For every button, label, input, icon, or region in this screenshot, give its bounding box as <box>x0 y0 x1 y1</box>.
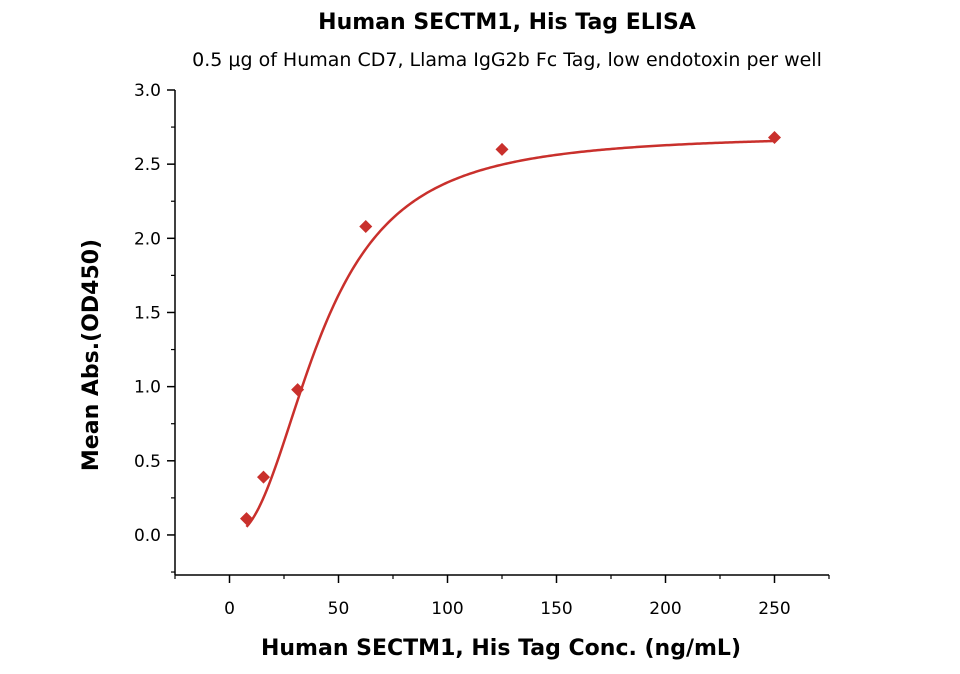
y-tick-label: 2.0 <box>134 229 161 249</box>
x-tick-label: 200 <box>649 599 681 619</box>
data-point <box>768 130 781 144</box>
data-points-layer <box>240 130 781 526</box>
y-tick-label: 3.0 <box>134 81 161 101</box>
y-tick-label: 1.0 <box>134 378 161 398</box>
data-point <box>257 470 271 484</box>
y-axis-label: Mean Abs.(OD450) <box>79 239 104 471</box>
data-point <box>240 512 254 526</box>
x-tick-label: 0 <box>224 599 235 619</box>
chart-subtitle: 0.5 μg of Human CD7, Llama IgG2b Fc Tag,… <box>192 49 822 71</box>
y-tick-label: 2.5 <box>134 155 161 175</box>
chart-title: Human SECTM1, His Tag ELISA <box>318 10 696 35</box>
data-point <box>291 383 305 397</box>
data-point <box>495 142 509 156</box>
axes <box>174 90 829 576</box>
x-tick-label: 150 <box>540 599 572 619</box>
x-tick-label: 100 <box>431 599 463 619</box>
x-tick-label: 50 <box>328 599 350 619</box>
y-tick-label: 0.0 <box>134 526 161 546</box>
fit-curve <box>245 139 775 528</box>
fit-curve-layer <box>245 139 775 528</box>
data-point <box>359 219 373 233</box>
y-tick-label: 0.5 <box>134 452 161 472</box>
y-tick-label: 1.5 <box>134 303 161 323</box>
x-tick-label: 250 <box>758 599 790 619</box>
ticks: 0 50 100 150 200 250 0.0 0.5 1.0 1.5 2.0 2.5 3.0 <box>134 81 830 619</box>
x-axis-label: Human SECTM1, His Tag Conc. (ng/mL) <box>261 636 741 661</box>
